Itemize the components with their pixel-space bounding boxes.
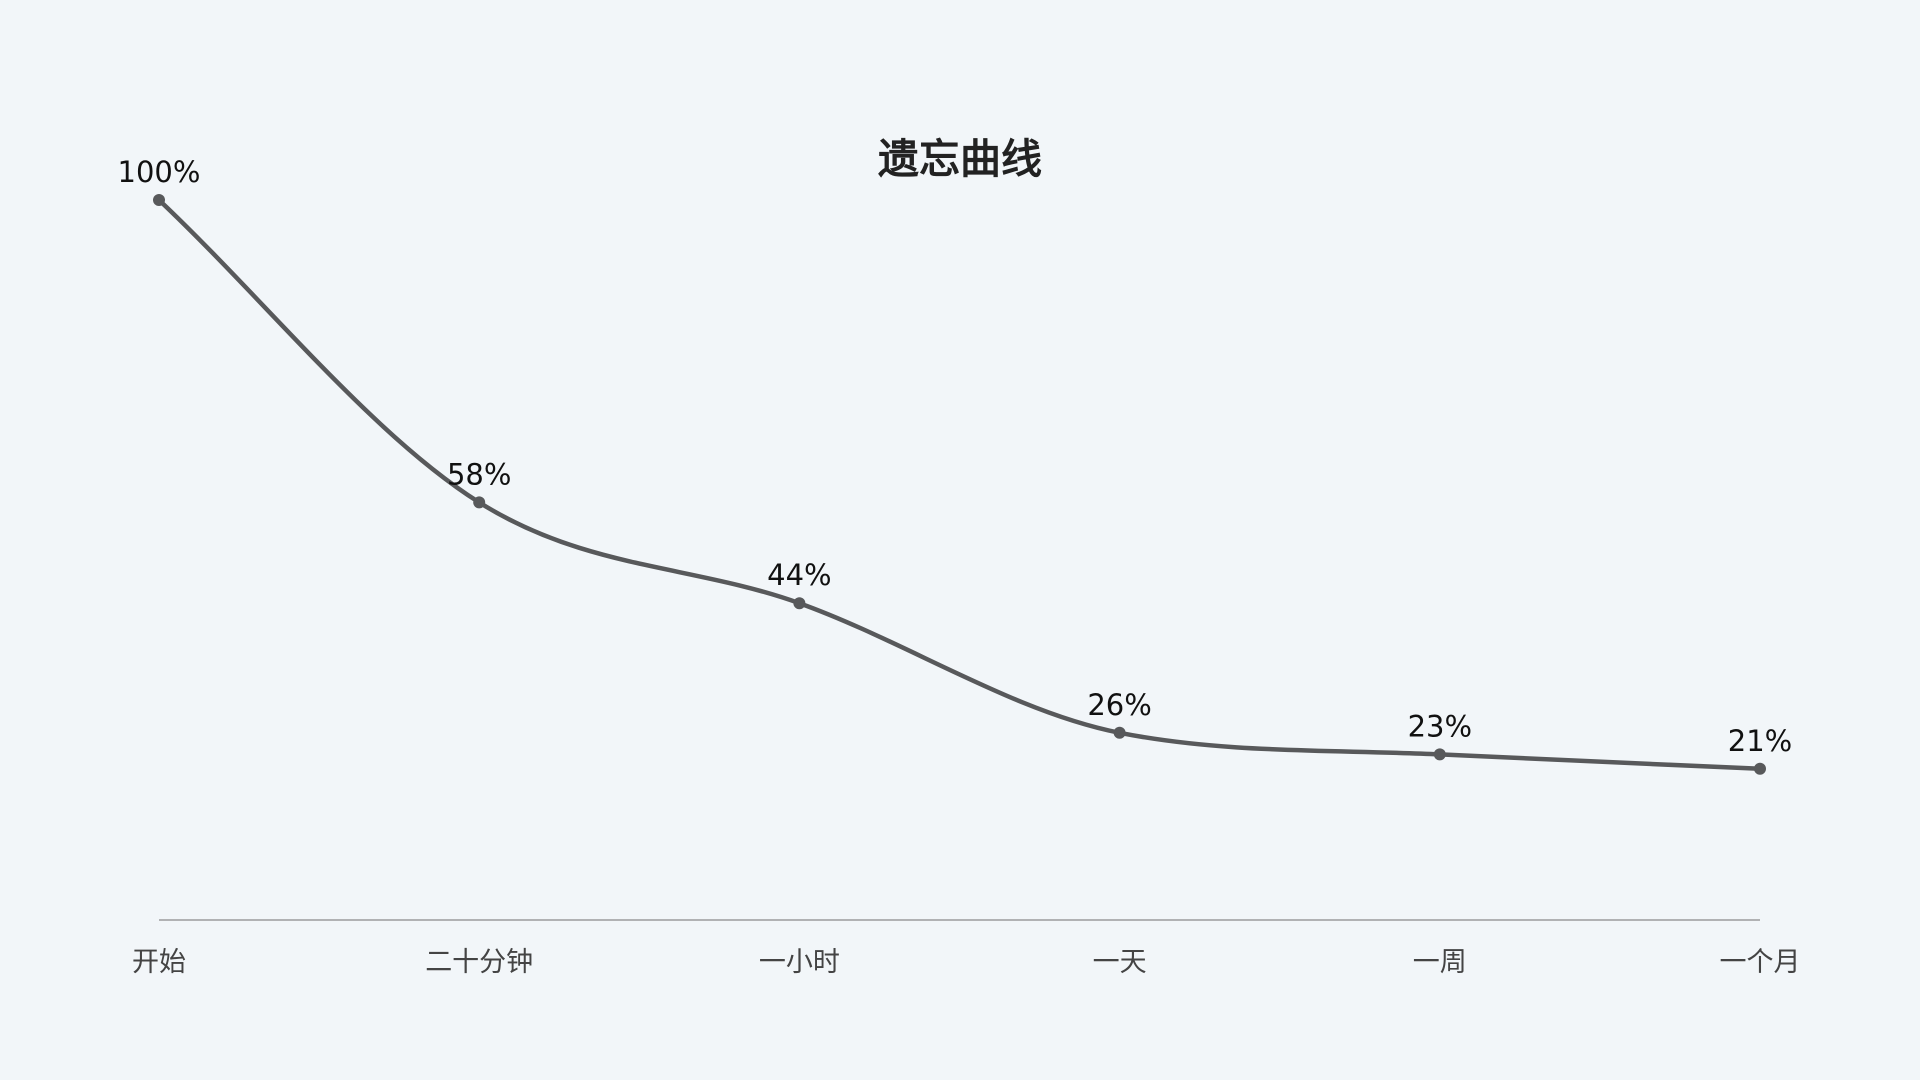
data-point [473,496,486,509]
x-tick-label: 开始 [132,947,186,978]
data-point [153,194,165,206]
data-label: 26% [1087,688,1151,722]
data-labels-layer: 100% 58% 44% 26% 23% 21% [118,155,1793,758]
data-point [793,597,806,610]
series-line [156,197,1763,772]
data-label: 23% [1408,709,1472,743]
x-tick-label: 一小时 [759,947,840,978]
x-tick-label: 一个月 [1720,947,1801,978]
chart-title: 遗忘曲线 [878,135,1042,183]
data-label: 44% [767,558,831,592]
data-label: 58% [447,457,511,491]
points-layer [153,194,1766,775]
data-point [1113,726,1126,739]
data-point [1754,762,1766,775]
data-label: 21% [1728,724,1792,758]
data-label: 100% [118,155,201,189]
x-tick-label: 一周 [1413,947,1467,978]
x-tick-labels-layer: 开始 二十分钟 一小时 一天 一周 一个月 [132,947,1801,978]
data-point [1433,748,1446,761]
x-tick-label: 二十分钟 [425,947,533,978]
series-layer [156,197,1763,772]
x-tick-label: 一天 [1093,947,1147,978]
